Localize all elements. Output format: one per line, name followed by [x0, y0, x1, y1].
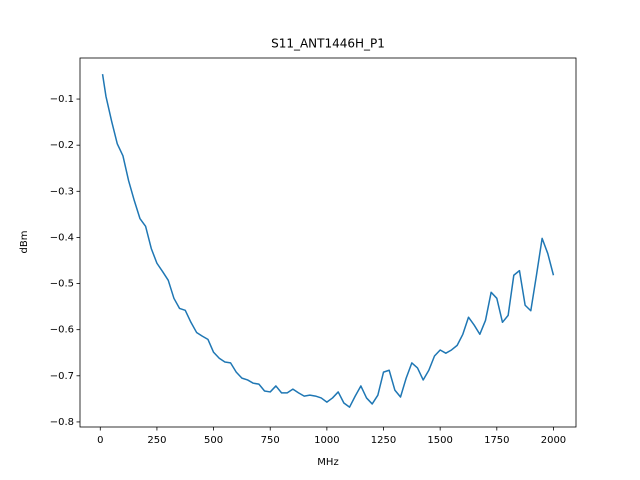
y-tick-label: −0.7	[50, 371, 74, 382]
x-tick-label: 1500	[427, 435, 452, 446]
x-tick-label: 250	[147, 435, 166, 446]
x-tick-label: 1250	[371, 435, 396, 446]
x-tick-label: 0	[97, 435, 103, 446]
line-series	[101, 74, 555, 408]
y-tick-label: −0.3	[50, 186, 74, 197]
y-tick-label: −0.1	[50, 94, 74, 105]
chart-title: S11_ANT1446H_P1	[271, 37, 385, 51]
x-tick-label: 500	[204, 435, 223, 446]
y-tick-label: −0.8	[50, 417, 74, 428]
y-tick-label: −0.2	[50, 140, 74, 151]
x-tick-label: 750	[261, 435, 280, 446]
y-axis-label: dBm	[19, 231, 30, 254]
y-tick-label: −0.4	[50, 232, 74, 243]
x-tick-label: 1000	[314, 435, 339, 446]
x-tick-label: 1750	[484, 435, 509, 446]
plot-frame	[79, 57, 577, 428]
x-tick-label: 2000	[541, 435, 566, 446]
y-tick-label: −0.6	[50, 325, 74, 336]
x-axis-label: MHz	[317, 457, 338, 468]
y-tick-label: −0.5	[50, 279, 74, 290]
